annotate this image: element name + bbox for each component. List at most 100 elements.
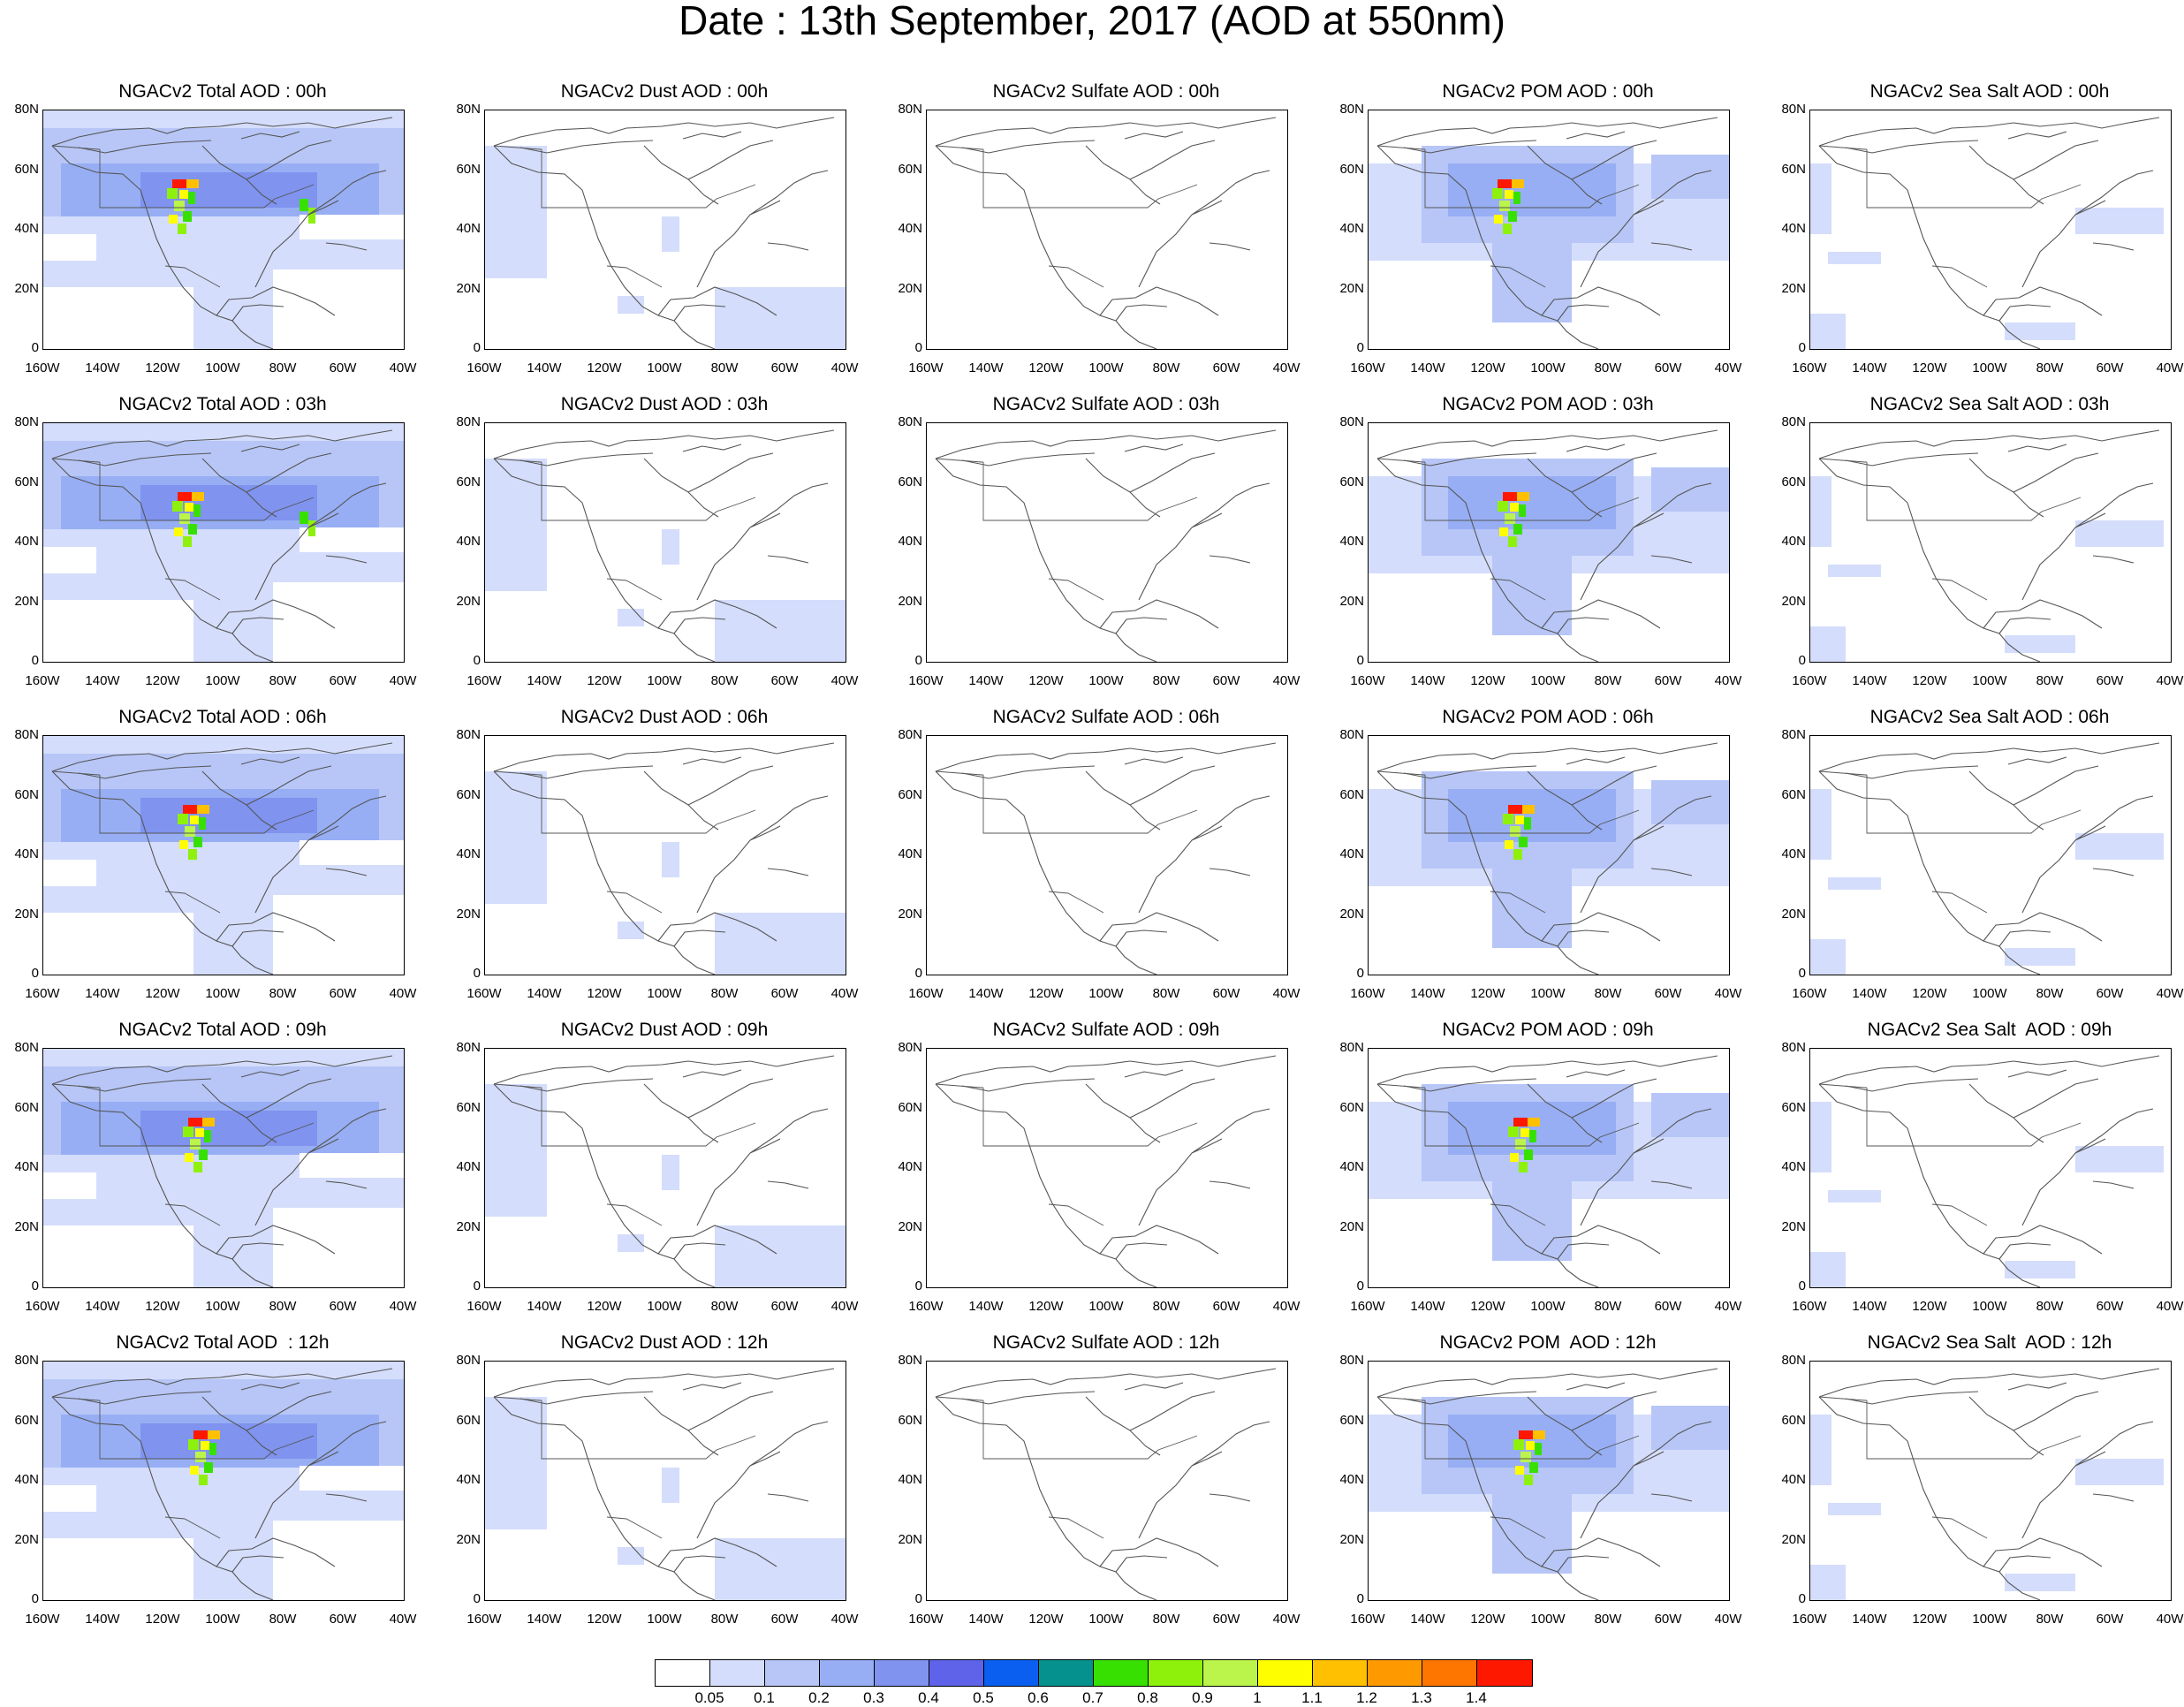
lon-tick-label: 40W: [1272, 673, 1301, 688]
lat-tick-label: 40N: [898, 846, 922, 861]
lon-tick-label: 100W: [647, 1299, 682, 1314]
colorbar-tick-label: 1.2: [1356, 1689, 1377, 1706]
map-panel-sulfate-0: NGACv2 Sulfate AOD : 00h 80N 60N 40N 20N 0 160…: [883, 74, 1329, 380]
map-panel-pom-3: NGACv2 POM AOD : 09h 80N 60N 40N 20N 0 160W 140…: [1325, 1013, 1771, 1318]
map-frame: [1368, 422, 1730, 663]
panel-title: NGACv2 Total AOD : 00h: [118, 81, 327, 102]
lon-tick-label: 80W: [1594, 360, 1622, 376]
lat-tick-label: 80N: [1781, 414, 1806, 429]
map-frame: [926, 1048, 1288, 1288]
map-frame: [42, 110, 405, 350]
lon-tick-label: 120W: [1028, 1612, 1064, 1627]
lat-tick-label: 20N: [456, 1218, 481, 1234]
map-panel-dust-3: NGACv2 Dust AOD : 09h 80N 60N 40N 20N 0 160W 14…: [442, 1013, 887, 1318]
lat-tick-label: 0: [31, 1278, 39, 1294]
lon-tick-label: 160W: [25, 673, 60, 688]
lon-tick-label: 80W: [2036, 673, 2064, 688]
colorbar-tick-label: 1.4: [1466, 1689, 1487, 1706]
lon-tick-label: 160W: [908, 986, 944, 1001]
colorbar-swatch: [1368, 1660, 1422, 1686]
lon-tick-label: 60W: [1212, 1612, 1240, 1627]
lon-tick-label: 160W: [908, 1612, 944, 1627]
colorbar-swatch: [1258, 1660, 1313, 1686]
lon-tick-label: 100W: [1530, 1299, 1566, 1314]
lon-tick-label: 160W: [466, 986, 502, 1001]
map-panel-sulfate-4: NGACv2 Sulfate AOD : 12h 80N 60N 40N 20N 0 160…: [883, 1325, 1329, 1631]
lon-tick-label: 140W: [1852, 986, 1887, 1001]
lon-tick-label: 40W: [2156, 1612, 2184, 1627]
lon-tick-label: 60W: [770, 673, 799, 688]
aod-field-map: [485, 429, 846, 662]
lat-tick-label: 20N: [1339, 280, 1364, 296]
lon-tick-label: 140W: [968, 360, 1004, 376]
lon-tick-label: 140W: [85, 673, 120, 688]
map-frame: [1368, 735, 1730, 975]
aod-field-map: [1369, 117, 1729, 349]
lat-tick-label: 80N: [14, 414, 39, 429]
colorbar-swatch: [710, 1660, 765, 1686]
lon-tick-label: 80W: [1152, 1299, 1180, 1314]
lon-tick-label: 140W: [1410, 986, 1445, 1001]
map-panel-pom-0: NGACv2 POM AOD : 00h 80N 60N 40N 20N 0 160W 140…: [1325, 74, 1771, 380]
lon-tick-label: 100W: [1088, 986, 1124, 1001]
map-panel-pom-4: NGACv2 POM AOD : 12h 80N 60N 40N 20N 0 160W 140…: [1325, 1325, 1771, 1631]
panel-title: NGACv2 Sea Salt AOD : 00h: [1869, 81, 2110, 102]
lon-tick-label: 100W: [1088, 1299, 1124, 1314]
lat-tick-label: 0: [473, 966, 481, 981]
lat-tick-label: 80N: [1781, 727, 1806, 742]
lat-tick-label: 60N: [898, 161, 922, 177]
lat-tick-label: 0: [914, 653, 922, 668]
lon-tick-label: 140W: [1852, 1612, 1887, 1627]
lon-tick-label: 140W: [1852, 1299, 1887, 1314]
lon-tick-label: 60W: [2096, 1299, 2124, 1314]
colorbar-tick-label: 1.1: [1301, 1689, 1323, 1706]
lat-tick-label: 80N: [1339, 414, 1364, 429]
lon-tick-label: 160W: [908, 360, 944, 376]
lon-tick-label: 40W: [389, 673, 417, 688]
lat-tick-label: 60N: [898, 1099, 922, 1115]
lon-tick-label: 80W: [2036, 1612, 2064, 1627]
lat-tick-label: 40N: [1781, 221, 1806, 236]
lat-tick-label: 0: [914, 340, 922, 355]
lon-tick-label: 100W: [1088, 360, 1124, 376]
lat-tick-label: 40N: [14, 846, 39, 861]
map-frame: [1368, 1361, 1730, 1601]
aod-field-map: [1810, 429, 2164, 662]
panel-title: NGACv2 Sulfate AOD : 03h: [992, 394, 1220, 414]
colorbar: [655, 1659, 1533, 1687]
panel-title: NGACv2 POM AOD : 03h: [1442, 394, 1654, 414]
lat-tick-label: 60N: [1339, 1412, 1364, 1428]
lon-tick-label: 120W: [587, 673, 622, 688]
lat-tick-label: 20N: [1781, 1531, 1806, 1547]
lon-tick-label: 160W: [1350, 1299, 1385, 1314]
lat-tick-label: 80N: [1781, 1040, 1806, 1055]
lon-tick-label: 80W: [269, 986, 297, 1001]
lon-tick-label: 40W: [389, 1612, 417, 1627]
lon-tick-label: 120W: [1028, 360, 1064, 376]
aod-field-map: [935, 1368, 1277, 1600]
lat-tick-label: 0: [1356, 340, 1364, 355]
lon-tick-label: 100W: [1972, 986, 2007, 1001]
lon-tick-label: 140W: [968, 673, 1004, 688]
lon-tick-label: 60W: [1212, 360, 1240, 376]
lon-tick-label: 120W: [587, 986, 622, 1001]
lon-tick-label: 120W: [145, 1299, 180, 1314]
lon-tick-label: 160W: [1792, 986, 1827, 1001]
aod-field-map: [43, 1049, 404, 1287]
lon-tick-label: 80W: [269, 1299, 297, 1314]
lat-tick-label: 20N: [14, 906, 39, 922]
lat-tick-label: 0: [1356, 653, 1364, 668]
lat-tick-label: 60N: [14, 474, 39, 489]
colorbar-tick-label: 1.3: [1411, 1689, 1432, 1706]
map-panel-seasalt-4: NGACv2 Sea Salt AOD : 12h 80N 60N 40N 20N 0 16…: [1767, 1325, 2184, 1631]
lat-tick-label: 20N: [898, 593, 922, 609]
map-panel-seasalt-2: NGACv2 Sea Salt AOD : 06h 80N 60N 40N 20N 0 16…: [1767, 700, 2184, 1005]
lat-tick-label: 40N: [898, 1159, 922, 1174]
map-panel-dust-4: NGACv2 Dust AOD : 12h 80N 60N 40N 20N 0 160W 14…: [442, 1325, 887, 1631]
lat-tick-label: 80N: [1781, 1353, 1806, 1368]
lon-tick-label: 40W: [389, 360, 417, 376]
lat-tick-label: 0: [1798, 1278, 1806, 1294]
lon-tick-label: 140W: [968, 1612, 1004, 1627]
lon-tick-label: 160W: [908, 1299, 944, 1314]
lat-tick-label: 60N: [1781, 1412, 1806, 1428]
